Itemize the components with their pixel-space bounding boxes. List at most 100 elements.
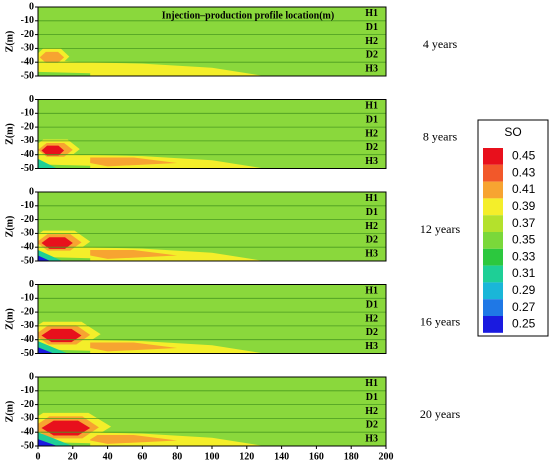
layer-label: H1 <box>365 286 378 297</box>
contour-region <box>90 249 178 259</box>
legend-label: 0.45 <box>512 149 536 163</box>
layer-label: H1 <box>365 101 378 112</box>
layer-label: H2 <box>365 221 378 232</box>
x-tick-label: 40 <box>103 451 113 462</box>
panel-label: 20 years <box>420 407 461 421</box>
y-tick-label: -10 <box>21 385 34 396</box>
panel-label: 16 years <box>420 314 461 328</box>
y-tick-label: -50 <box>21 255 34 266</box>
layer-label: H2 <box>365 128 378 139</box>
layer-label: D1 <box>366 22 378 33</box>
layer-label: D1 <box>366 207 378 218</box>
contour-region <box>41 420 91 436</box>
y-tick-label: -40 <box>21 426 34 437</box>
contour-region <box>39 51 65 63</box>
panel-label: 8 years <box>423 129 458 143</box>
y-tick-label: -10 <box>21 15 34 26</box>
x-tick-label: 200 <box>379 451 394 462</box>
layer-label: H2 <box>365 313 378 324</box>
y-tick-label: -50 <box>21 348 34 359</box>
y-tick-label: -20 <box>21 121 34 132</box>
legend-swatch <box>483 198 503 216</box>
x-tick-label: 120 <box>239 451 254 462</box>
y-tick-label: -10 <box>21 293 34 304</box>
legend-swatch <box>483 282 503 300</box>
contour-region <box>38 255 51 261</box>
x-tick-label: 60 <box>137 451 147 462</box>
layer-label: D2 <box>366 420 378 431</box>
contour-region <box>90 342 178 352</box>
layer-label: H3 <box>365 63 378 74</box>
y-tick-label: -30 <box>21 228 34 239</box>
layer-label: D2 <box>366 50 378 61</box>
legend-label: 0.41 <box>512 182 536 196</box>
legend-label: 0.43 <box>512 165 536 179</box>
y-axis-label: Z(m) <box>4 308 15 330</box>
y-tick-label: -20 <box>21 306 34 317</box>
legend-label: 0.25 <box>512 317 536 331</box>
layer-label: H2 <box>365 406 378 417</box>
legend-swatch <box>483 148 503 165</box>
x-tick-label: 80 <box>172 451 182 462</box>
y-tick-label: -30 <box>21 320 34 331</box>
legend-label: 0.27 <box>512 300 536 314</box>
y-axis-label: Z(m) <box>4 216 15 238</box>
legend-swatch <box>483 181 503 199</box>
x-tick-label: 180 <box>344 451 359 462</box>
y-axis-label: Z(m) <box>4 31 15 53</box>
contour-region <box>90 157 178 167</box>
contours <box>38 412 265 446</box>
y-tick-label: -20 <box>21 399 34 410</box>
contour-region <box>41 145 65 156</box>
legend-label: 0.29 <box>512 283 536 297</box>
y-tick-label: -40 <box>21 241 34 252</box>
y-tick-label: -50 <box>21 440 34 451</box>
legend-swatch <box>483 299 503 316</box>
layer-label: H1 <box>365 378 378 389</box>
legend-label: 0.33 <box>512 249 536 263</box>
legend-swatch <box>483 232 503 249</box>
layer-label: D2 <box>366 327 378 338</box>
legend-swatch <box>483 265 503 283</box>
y-tick-label: 0 <box>29 371 34 382</box>
panel-frame <box>37 99 387 169</box>
layer-label: H2 <box>365 36 378 47</box>
contour-region <box>38 439 58 446</box>
y-tick-label: -10 <box>21 200 34 211</box>
y-tick-label: -30 <box>21 43 34 54</box>
layer-label: D2 <box>366 142 378 153</box>
contour-region <box>90 434 178 444</box>
panel-label: 12 years <box>420 222 461 236</box>
layer-label: D2 <box>366 235 378 246</box>
y-tick-label: 0 <box>29 186 34 197</box>
y-tick-label: -40 <box>21 334 34 345</box>
layer-label: D1 <box>366 114 378 125</box>
x-tick-label: 140 <box>274 451 289 462</box>
legend-label: 0.35 <box>512 233 536 247</box>
legend-label: 0.39 <box>512 199 536 213</box>
legend-swatch <box>483 164 503 182</box>
contour-region <box>38 158 58 169</box>
panel-frame <box>37 191 387 262</box>
layer-label: H3 <box>365 156 378 167</box>
y-tick-label: -20 <box>21 214 34 225</box>
contour-region <box>38 249 63 261</box>
legend-label: 0.37 <box>512 216 536 230</box>
x-tick-label: 20 <box>68 451 78 462</box>
x-tick-label: 160 <box>309 451 324 462</box>
y-tick-label: -40 <box>21 56 34 67</box>
layer-label: H3 <box>365 433 378 444</box>
contour-region <box>41 328 82 343</box>
y-tick-label: -50 <box>21 70 34 81</box>
y-tick-label: -10 <box>21 108 34 119</box>
panel-label: 4 years <box>423 37 458 51</box>
y-tick-label: -40 <box>21 149 34 160</box>
legend-label: 0.31 <box>512 266 536 280</box>
y-tick-label: 0 <box>29 94 34 105</box>
panel-frame <box>37 284 387 354</box>
layer-label: D1 <box>366 299 378 310</box>
layer-label: H1 <box>365 8 378 19</box>
contour-region <box>41 237 73 249</box>
